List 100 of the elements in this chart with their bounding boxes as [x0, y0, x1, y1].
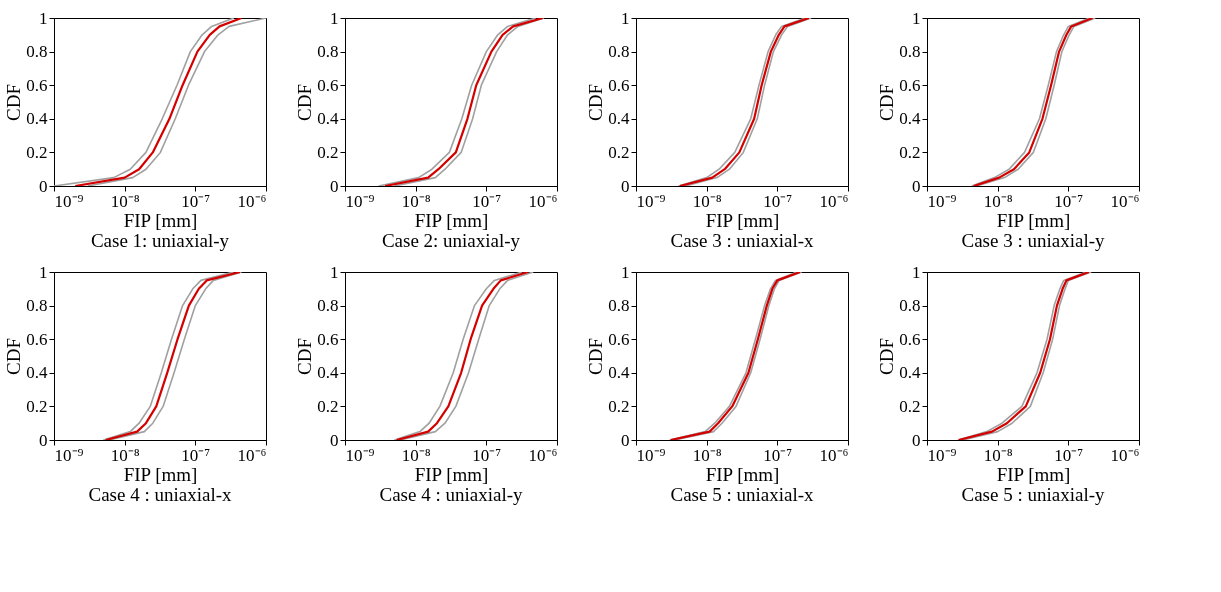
- y-tick-label: 0.6: [317, 75, 339, 95]
- x-tick-label: 10⁻⁷: [1054, 191, 1084, 211]
- x-axis-title: FIP [mm]: [705, 209, 780, 231]
- x-tick-label: 10⁻⁶: [819, 445, 849, 465]
- y-tick-label: 1: [330, 262, 339, 282]
- y-tick-label: 0.4: [899, 109, 921, 129]
- text: Case 1: uniaxial-y: [90, 230, 230, 251]
- text: Case 3 : uniaxial-x: [670, 230, 814, 251]
- y-tick-label: 0.8: [317, 296, 339, 316]
- x-tick-label: 10⁻⁸: [692, 445, 722, 465]
- y-tick-label: 0.4: [317, 363, 339, 383]
- y-tick-label: 0.6: [899, 329, 921, 349]
- x-tick-label: 10⁻⁶: [237, 191, 267, 211]
- text: Case 5 : uniaxial-y: [961, 484, 1105, 505]
- y-tick-label: 1: [912, 262, 921, 282]
- y-tick-label: 0.4: [317, 109, 339, 129]
- y-tick-label: 0.4: [608, 109, 630, 129]
- y-tick-label: 0: [912, 430, 921, 450]
- text: Case 4 : uniaxial-y: [379, 484, 523, 505]
- x-axis-title: FIP [mm]: [996, 209, 1071, 231]
- text: Case 2: uniaxial-y: [381, 230, 521, 251]
- x-tick-label: 10⁻⁷: [763, 191, 793, 211]
- y-tick-label: 0.8: [26, 42, 48, 62]
- x-axis-title: FIP [mm]: [996, 463, 1071, 485]
- y-tick-label: 0.6: [608, 75, 630, 95]
- y-axis-title: CDF: [585, 338, 607, 375]
- text: Case 4 : uniaxial-x: [88, 484, 232, 505]
- y-axis-title: CDF: [585, 84, 607, 121]
- y-tick-label: 0.6: [26, 329, 48, 349]
- y-tick-label: 0: [39, 176, 48, 196]
- y-axis-title: CDF: [294, 84, 316, 121]
- x-tick-label: 10⁻⁸: [692, 191, 722, 211]
- y-tick-label: 0: [621, 430, 630, 450]
- y-tick-label: 0: [621, 176, 630, 196]
- y-tick-label: 0.8: [899, 296, 921, 316]
- x-tick-label: 10⁻⁹: [927, 191, 957, 211]
- x-axis-title: FIP [mm]: [705, 463, 780, 485]
- y-tick-label: 0.2: [26, 396, 48, 416]
- y-tick-label: 1: [912, 8, 921, 28]
- x-tick-label: 10⁻⁶: [819, 191, 849, 211]
- x-axis-title: FIP [mm]: [414, 463, 489, 485]
- y-axis-title: CDF: [876, 338, 898, 375]
- y-axis-title: CDF: [3, 84, 25, 121]
- y-tick-label: 0.6: [899, 75, 921, 95]
- y-tick-label: 0.2: [608, 396, 630, 416]
- y-axis-title: CDF: [876, 84, 898, 121]
- y-tick-label: 0.8: [608, 42, 630, 62]
- x-tick-label: 10⁻⁸: [983, 191, 1013, 211]
- x-tick-label: 10⁻⁹: [345, 191, 375, 211]
- y-tick-label: 0: [330, 430, 339, 450]
- y-tick-label: 0.2: [899, 396, 921, 416]
- y-tick-label: 0.4: [26, 363, 48, 383]
- x-tick-label: 10⁻⁶: [1110, 445, 1140, 465]
- y-tick-label: 0.4: [608, 363, 630, 383]
- y-tick-label: 0: [330, 176, 339, 196]
- x-tick-label: 10⁻⁹: [54, 445, 84, 465]
- x-tick-label: 10⁻⁷: [181, 445, 211, 465]
- y-tick-label: 0.8: [899, 42, 921, 62]
- x-tick-label: 10⁻⁶: [528, 445, 558, 465]
- x-tick-label: 10⁻⁷: [1054, 445, 1084, 465]
- y-tick-label: 0.4: [899, 363, 921, 383]
- y-tick-label: 0.2: [26, 142, 48, 162]
- y-tick-label: 1: [39, 8, 48, 28]
- y-axis-title: CDF: [294, 338, 316, 375]
- x-tick-label: 10⁻⁷: [763, 445, 793, 465]
- x-tick-label: 10⁻⁷: [472, 445, 502, 465]
- y-tick-label: 0.4: [26, 109, 48, 129]
- x-tick-label: 10⁻⁸: [401, 191, 431, 211]
- x-tick-label: 10⁻⁶: [1110, 191, 1140, 211]
- x-tick-label: 10⁻⁶: [237, 445, 267, 465]
- x-tick-label: 10⁻⁷: [181, 191, 211, 211]
- y-tick-label: 0.8: [26, 296, 48, 316]
- x-tick-label: 10⁻⁸: [983, 445, 1013, 465]
- y-tick-label: 0.2: [899, 142, 921, 162]
- x-tick-label: 10⁻⁹: [54, 191, 84, 211]
- x-tick-label: 10⁻⁷: [472, 191, 502, 211]
- y-tick-label: 0.8: [317, 42, 339, 62]
- y-tick-label: 0.2: [608, 142, 630, 162]
- y-tick-label: 0.6: [26, 75, 48, 95]
- y-tick-label: 0: [912, 176, 921, 196]
- text: Case 5 : uniaxial-x: [670, 484, 814, 505]
- text: Case 3 : uniaxial-y: [961, 230, 1105, 251]
- x-tick-label: 10⁻⁹: [636, 445, 666, 465]
- x-tick-label: 10⁻⁹: [636, 191, 666, 211]
- y-axis-title: CDF: [3, 338, 25, 375]
- x-tick-label: 10⁻⁸: [110, 191, 140, 211]
- y-tick-label: 1: [330, 8, 339, 28]
- y-tick-label: 0.6: [608, 329, 630, 349]
- y-tick-label: 0.6: [317, 329, 339, 349]
- x-axis-title: FIP [mm]: [123, 463, 198, 485]
- x-axis-title: FIP [mm]: [123, 209, 198, 231]
- y-tick-label: 1: [621, 262, 630, 282]
- y-tick-label: 1: [621, 8, 630, 28]
- y-tick-label: 0.2: [317, 142, 339, 162]
- x-tick-label: 10⁻⁹: [927, 445, 957, 465]
- y-tick-label: 0.8: [608, 296, 630, 316]
- y-tick-label: 0.2: [317, 396, 339, 416]
- x-axis-title: FIP [mm]: [414, 209, 489, 231]
- x-tick-label: 10⁻⁸: [401, 445, 431, 465]
- y-tick-label: 0: [39, 430, 48, 450]
